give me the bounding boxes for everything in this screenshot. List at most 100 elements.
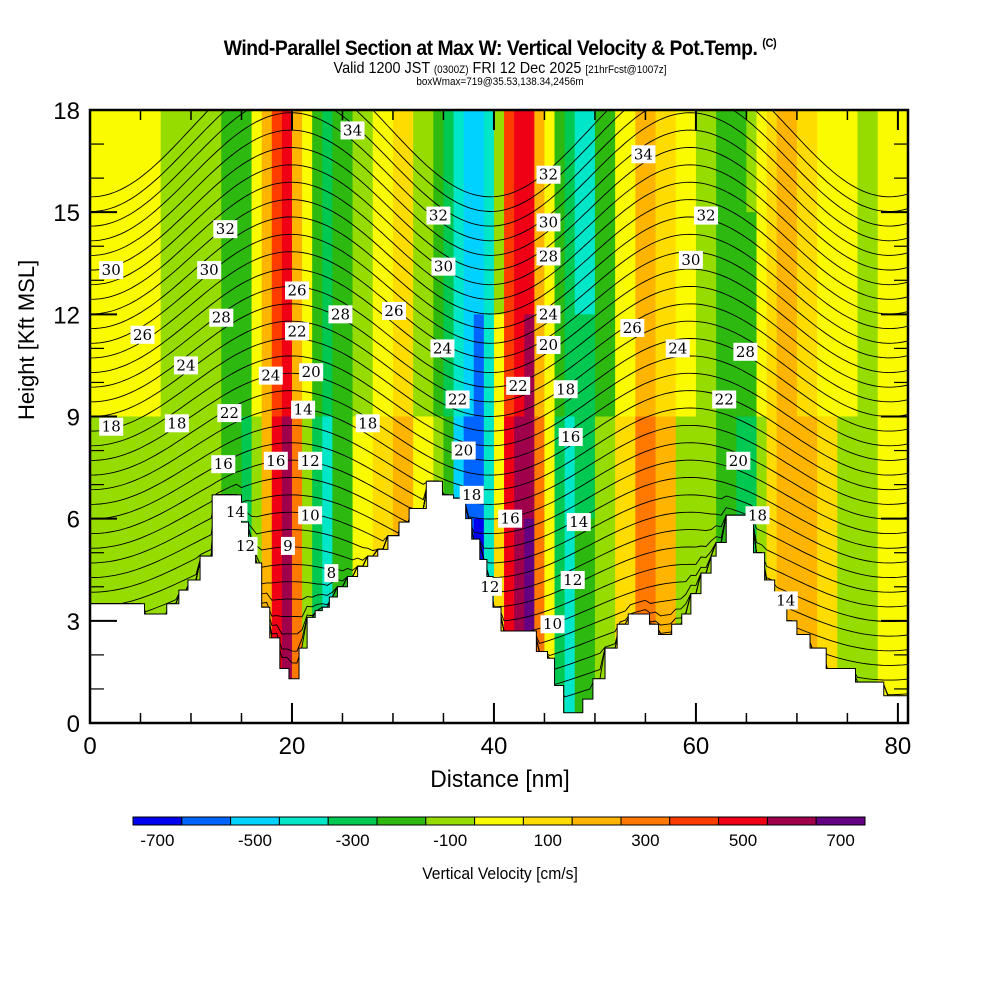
- contour-label: 22: [217, 404, 242, 423]
- contour-label-text: 34: [634, 145, 653, 163]
- velocity-cell: [544, 416, 556, 520]
- velocity-cell: [392, 416, 414, 520]
- velocity-cell: [463, 314, 475, 418]
- velocity-cell: [564, 518, 576, 622]
- velocity-cell: [90, 110, 142, 213]
- velocity-cell: [261, 212, 273, 315]
- velocity-cell: [392, 314, 414, 418]
- contour-label: 18: [355, 414, 380, 433]
- contour-label: 24: [665, 339, 690, 358]
- colorbar-tick-label: -500: [238, 831, 272, 850]
- contour-label-text: 24: [433, 339, 452, 357]
- contour-label: 28: [328, 305, 353, 324]
- isentrope-line: [90, 320, 908, 417]
- contour-label: 14: [566, 513, 591, 532]
- contour-label: 22: [445, 390, 470, 409]
- velocity-cell: [392, 212, 414, 315]
- contour-label-text: 18: [358, 414, 377, 432]
- velocity-cell: [796, 416, 818, 520]
- colorbar-bin: [132, 816, 183, 826]
- contour-label: 14: [773, 591, 798, 610]
- contour-label-bg: [445, 390, 470, 409]
- isentrope-line: [90, 477, 908, 549]
- contour-label: 10: [540, 615, 565, 634]
- velocity-cell: [271, 518, 283, 622]
- contour-label-bg: [99, 417, 124, 436]
- isentrope-line: [90, 251, 908, 359]
- velocity-cell: [140, 212, 162, 315]
- contour-label-bg: [536, 335, 561, 354]
- contour-label-bg: [459, 485, 484, 504]
- velocity-cell: [817, 212, 838, 315]
- velocity-cell: [524, 212, 535, 315]
- velocity-cell: [766, 518, 778, 622]
- velocity-cell: [695, 416, 717, 520]
- isentrope-line: [90, 303, 908, 403]
- contour-label-bg: [99, 261, 124, 280]
- y-tick-label: 3: [67, 609, 80, 636]
- contour-label: 16: [498, 509, 523, 528]
- velocity-cell: [372, 110, 394, 213]
- velocity-cell: [483, 314, 495, 418]
- velocity-cell: [746, 416, 758, 520]
- contour-label: 32: [536, 165, 561, 184]
- colorbar-tick-label: -300: [336, 831, 370, 850]
- contour-label-bg: [498, 509, 523, 528]
- contour-label-bg: [560, 570, 585, 589]
- isentrope-line: [90, 110, 908, 198]
- colorbar-label: Vertical Velocity [cm/s]: [422, 864, 578, 883]
- velocity-cell: [615, 212, 636, 315]
- contour-label: 32: [426, 206, 451, 225]
- contour-label-text: 20: [729, 452, 748, 470]
- velocity-cell: [453, 416, 465, 520]
- velocity-cell: [746, 212, 758, 315]
- contour-label: 14: [291, 400, 316, 419]
- velocity-cell: [635, 314, 657, 418]
- velocity-cell: [291, 314, 303, 418]
- contour-label-bg: [553, 380, 578, 399]
- contour-label-bg: [451, 441, 476, 460]
- velocity-cell: [453, 212, 465, 315]
- isentrope-line: [90, 233, 908, 344]
- velocity-cell: [796, 212, 818, 315]
- velocity-cell: [564, 416, 576, 520]
- valid-date: FRI 12 Dec 2025: [472, 60, 582, 77]
- velocity-cell: [655, 518, 677, 622]
- velocity-cell: [635, 518, 657, 622]
- contour-label: 30: [99, 261, 124, 280]
- contour-label-text: 12: [301, 452, 320, 470]
- velocity-cell: [796, 314, 818, 418]
- velocity-cell: [736, 110, 748, 213]
- velocity-cell: [473, 314, 485, 418]
- contour-label-text: 14: [569, 513, 588, 531]
- contour-label-text: 32: [429, 207, 448, 225]
- velocity-cell: [534, 314, 546, 418]
- velocity-cell: [675, 110, 697, 213]
- colorbar-tick-label: 100: [534, 831, 562, 850]
- velocity-cell: [493, 212, 505, 315]
- valid-utc: (0300Z): [433, 64, 469, 76]
- contour-label-text: 20: [454, 442, 473, 460]
- contour-label: 20: [536, 335, 561, 354]
- isentrope-line: [90, 110, 908, 227]
- velocity-cell: [514, 110, 525, 213]
- velocity-cell: [443, 110, 455, 213]
- velocity-cell: [493, 518, 505, 622]
- contour-label-bg: [285, 281, 310, 300]
- velocity-cell: [160, 212, 202, 315]
- isentrope-line: [90, 129, 908, 256]
- velocity-cell: [544, 518, 556, 622]
- velocity-cell: [443, 314, 455, 418]
- contour-label-text: 30: [681, 251, 700, 269]
- velocity-cell: [736, 212, 748, 315]
- contour-label-bg: [726, 451, 751, 470]
- velocity-cell: [201, 314, 222, 418]
- contour-label-text: 16: [501, 510, 520, 528]
- velocity-cell: [140, 110, 162, 213]
- contour-label: 16: [558, 427, 583, 446]
- contour-label-bg: [694, 206, 719, 225]
- isentrope-line: [90, 181, 908, 300]
- contour-label-text: 16: [266, 452, 285, 470]
- contour-label: 28: [536, 247, 561, 266]
